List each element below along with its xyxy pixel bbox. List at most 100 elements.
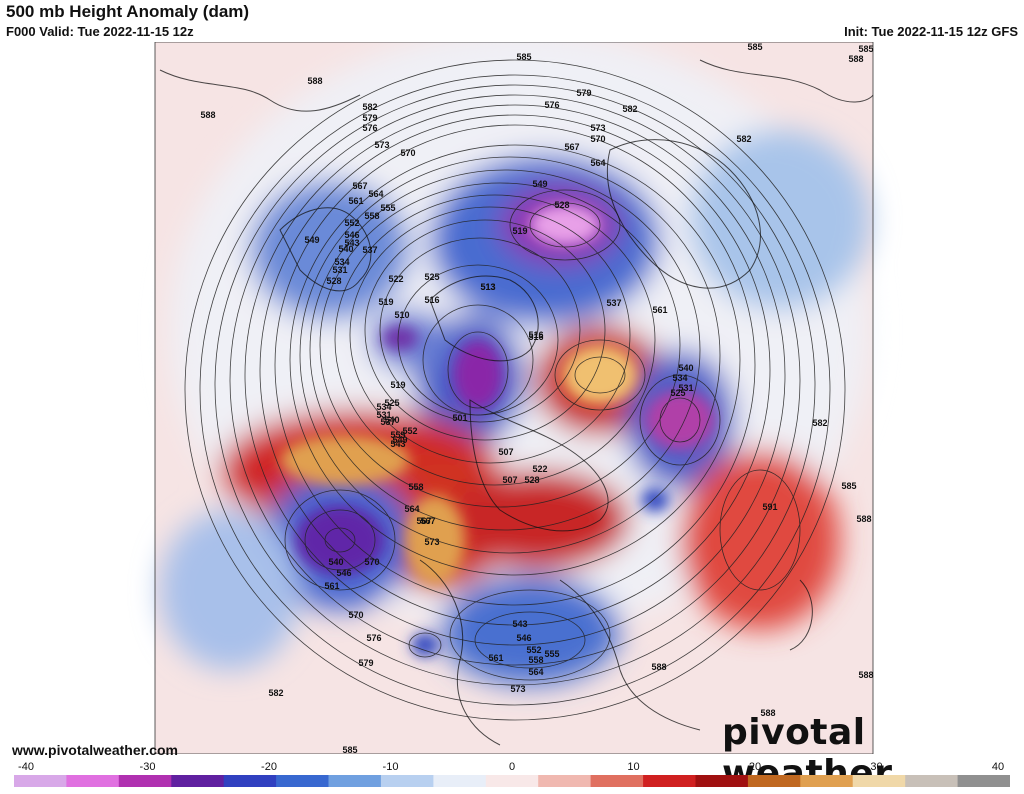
contour-label: 519 <box>390 380 405 390</box>
contour-label: 588 <box>760 708 775 718</box>
contour-label: 531 <box>678 383 693 393</box>
contour-label: 579 <box>362 113 377 123</box>
colorbar-swatch <box>118 775 172 787</box>
contour-label: 537 <box>606 298 621 308</box>
contour-label: 552 <box>526 645 541 655</box>
colorbar-swatch <box>380 775 434 787</box>
contour-label: 549 <box>532 179 547 189</box>
contour-label: 516 <box>424 295 439 305</box>
colorbar-swatch <box>643 775 696 787</box>
contour-label: 582 <box>736 134 751 144</box>
colorbar-tick-label: 20 <box>748 761 762 773</box>
contour-label: 570 <box>348 610 363 620</box>
colorbar-swatch <box>590 775 644 787</box>
contour-label: 528 <box>326 276 341 286</box>
contour-label: 582 <box>812 418 827 428</box>
colorbar <box>14 775 1010 787</box>
colorbar-swatch <box>66 775 120 787</box>
contour-label: 588 <box>858 670 873 680</box>
contour-label: 513 <box>480 282 495 292</box>
contour-label: 573 <box>374 140 389 150</box>
contour-label: 567 <box>420 516 435 526</box>
contour-label: 567 <box>352 181 367 191</box>
colorbar-swatch <box>852 775 906 787</box>
contour-label: 540 <box>678 363 693 373</box>
contour-label: 525 <box>384 398 399 408</box>
contour-label: 585 <box>342 745 357 754</box>
colorbar-tick-label: 0 <box>508 761 516 773</box>
colorbar-swatch <box>14 775 67 787</box>
contour-label: 540 <box>338 244 353 254</box>
contour-label: 591 <box>762 502 777 512</box>
contour-label: 522 <box>388 274 403 284</box>
colorbar-tick-label: -20 <box>261 761 277 773</box>
colorbar-swatch <box>957 775 1010 787</box>
contour-label: 576 <box>544 100 559 110</box>
valid-time: F000 Valid: Tue 2022-11-15 12z <box>6 24 194 39</box>
contour-label: 555 <box>390 430 405 440</box>
contour-label: 516 <box>528 332 543 342</box>
colorbar-swatch <box>538 775 592 787</box>
contour-label-layer: 5855855885885825795765735705675645615585… <box>200 42 873 754</box>
contour-label: 513 <box>480 282 495 292</box>
contour-label: 534 <box>672 373 687 383</box>
contour-label: 558 <box>408 482 423 492</box>
contour-label: 552 <box>402 426 417 436</box>
contour-label: 510 <box>394 310 409 320</box>
colorbar-tick-label: -40 <box>18 761 34 773</box>
contour-label: 585 <box>858 44 873 54</box>
colorbar-tick-label: 40 <box>991 761 1005 773</box>
contour-label: 537 <box>380 417 395 427</box>
contour-label: 558 <box>364 211 379 221</box>
contour-label: 507 <box>498 447 513 457</box>
coastlines <box>159 59 874 746</box>
contour-label: 501 <box>452 413 467 423</box>
contour-label: 579 <box>576 88 591 98</box>
contour-label: 549 <box>392 435 407 445</box>
colorbar-swatch <box>276 775 329 787</box>
contour-label: 525 <box>670 388 685 398</box>
contour-label: 531 <box>376 410 391 420</box>
contour-label: 516 <box>528 330 543 340</box>
website-url: www.pivotalweather.com <box>12 742 178 758</box>
contour-label: 537 <box>362 245 377 255</box>
contour-label: 519 <box>378 297 393 307</box>
colorbar-swatch <box>433 775 487 787</box>
map-title: 500 mb Height Anomaly (dam) <box>6 2 250 21</box>
contour-label: 558 <box>528 655 543 665</box>
contour-label: 546 <box>336 568 351 578</box>
contour-label: 585 <box>747 42 762 52</box>
contour-label: 585 <box>841 481 856 491</box>
contour-label: 540 <box>328 557 343 567</box>
contour-label: 561 <box>348 196 363 206</box>
contour-label: 552 <box>344 218 359 228</box>
contour-label: 507 <box>502 475 517 485</box>
contour-label: 570 <box>590 134 605 144</box>
contour-label: 525 <box>424 272 439 282</box>
colorbar-tick-label: -30 <box>139 761 156 773</box>
contour-label: 588 <box>307 76 322 86</box>
contour-label: 546 <box>344 230 359 240</box>
contour-label: 546 <box>516 633 531 643</box>
contour-label: 570 <box>364 557 379 567</box>
contour-label: 582 <box>362 102 377 112</box>
init-time: Init: Tue 2022-11-15 12z GFS <box>844 24 1018 39</box>
contour-label: 573 <box>590 123 605 133</box>
contour-label: 528 <box>524 475 539 485</box>
contour-label: 576 <box>362 123 377 133</box>
contour-label: 567 <box>564 142 579 152</box>
contour-label: 522 <box>532 464 547 474</box>
contour-label: 540 <box>384 415 399 425</box>
contour-label: 543 <box>390 439 405 449</box>
colorbar-swatch <box>223 775 277 787</box>
contour-label: 585 <box>516 52 531 62</box>
contour-label: 561 <box>488 653 503 663</box>
contour-label: 561 <box>652 305 667 315</box>
colorbar-swatch <box>800 775 854 787</box>
contour-label: 582 <box>268 688 283 698</box>
colorbar-swatch <box>171 775 225 787</box>
contour-label: 588 <box>848 54 863 64</box>
contour-label: 531 <box>332 265 347 275</box>
colorbar-swatch <box>905 775 959 787</box>
contour-label: 582 <box>622 104 637 114</box>
